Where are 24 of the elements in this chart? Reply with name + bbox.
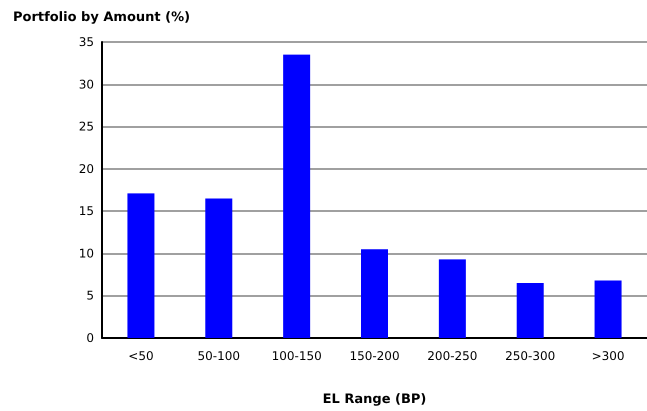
chart-title: Portfolio by Amount (%) bbox=[13, 10, 190, 25]
bar bbox=[594, 280, 622, 338]
x-tick-label: 250-300 bbox=[505, 349, 556, 363]
y-tick-label: 0 bbox=[86, 331, 94, 345]
bar bbox=[516, 283, 544, 338]
y-tick-label: 20 bbox=[78, 162, 94, 176]
y-tick-label: 10 bbox=[78, 246, 94, 260]
y-tick-label: 25 bbox=[78, 120, 94, 134]
y-tick-label: 30 bbox=[78, 77, 94, 92]
x-tick-label: 100-150 bbox=[272, 349, 322, 363]
x-tick-label: 50-100 bbox=[198, 349, 240, 363]
bar bbox=[361, 249, 388, 338]
x-tick-label: 200-250 bbox=[427, 349, 478, 363]
y-tick-label: 35 bbox=[78, 35, 94, 49]
x-tick-label: 150-200 bbox=[349, 349, 400, 363]
y-tick-label: 5 bbox=[86, 288, 94, 303]
bar bbox=[205, 198, 232, 338]
bar bbox=[438, 259, 466, 338]
y-tick-label: 15 bbox=[78, 204, 94, 218]
x-tick-label: <50 bbox=[128, 349, 154, 363]
x-axis-title: EL Range (BP) bbox=[322, 392, 426, 407]
bar bbox=[127, 193, 154, 338]
x-tick-label: >300 bbox=[592, 349, 625, 363]
bar bbox=[283, 54, 310, 338]
